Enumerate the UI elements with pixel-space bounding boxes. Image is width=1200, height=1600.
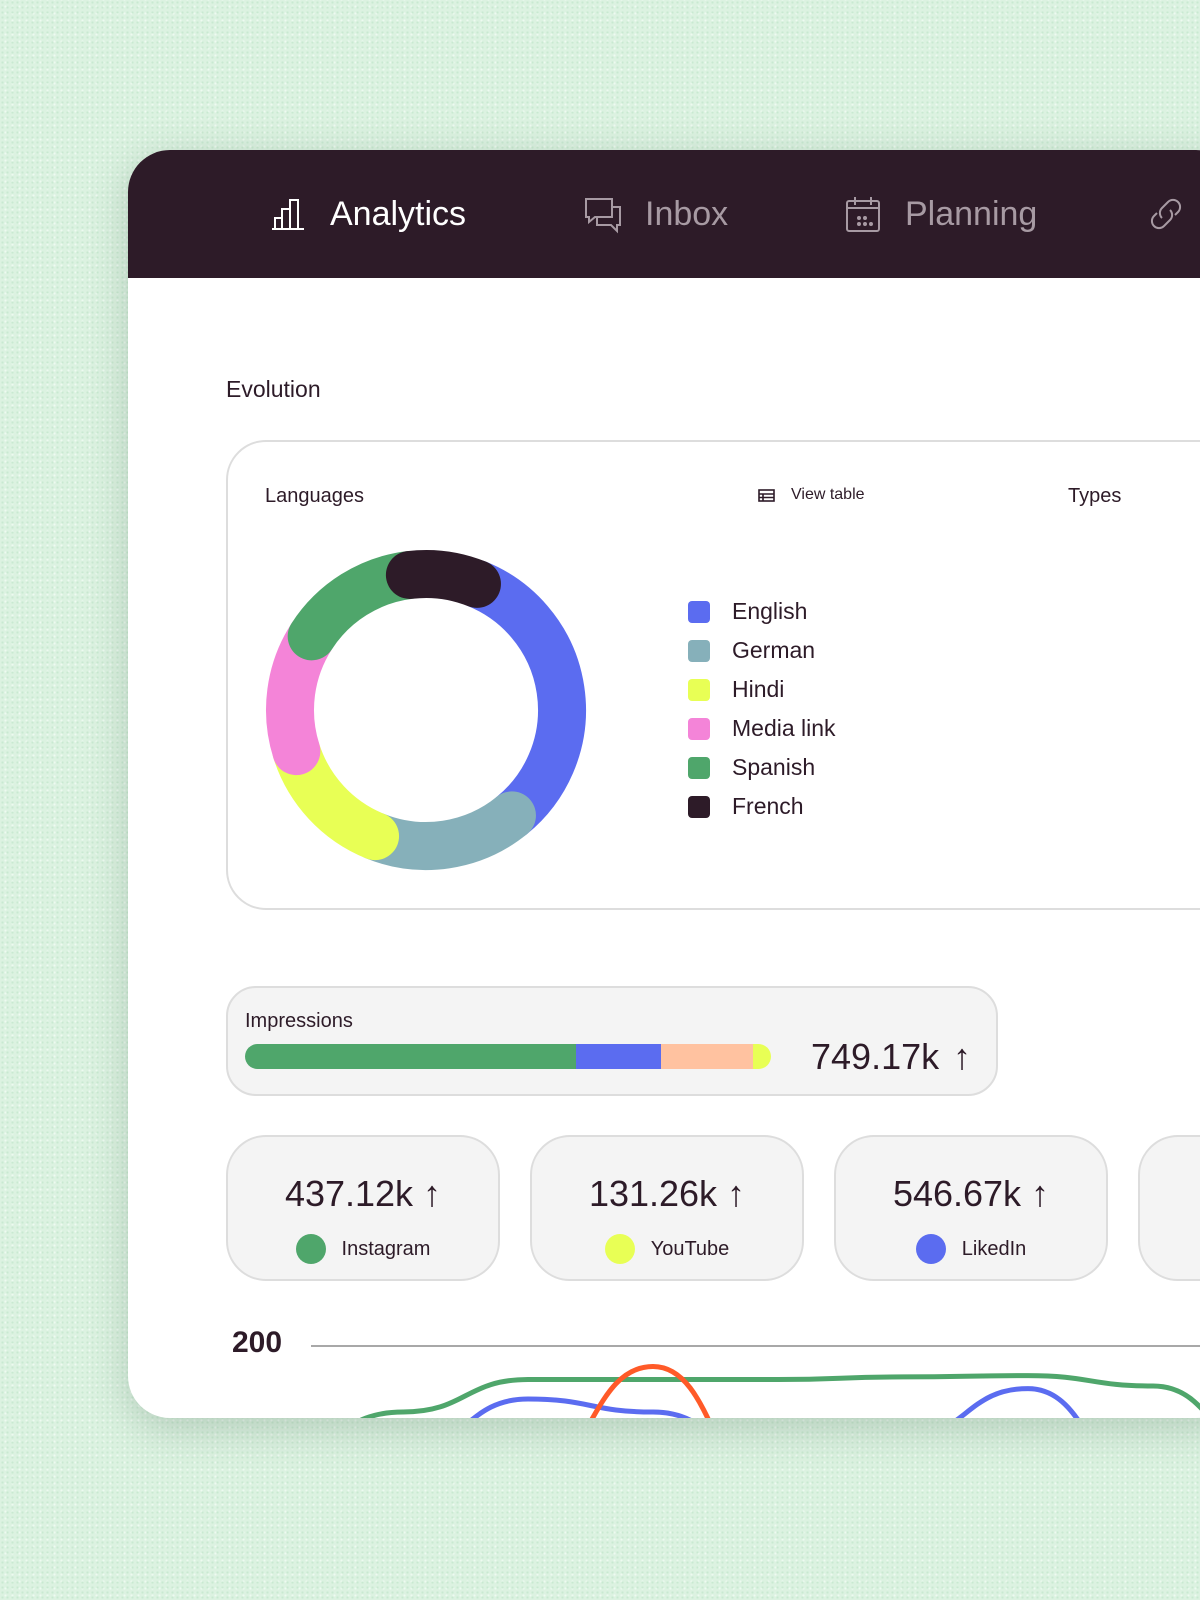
evolution-panel: Languages View table Types English German… — [226, 440, 1200, 910]
legend-label: German — [732, 637, 816, 663]
legend-swatch — [688, 795, 710, 818]
stat-source: LikedIn — [836, 1234, 1106, 1264]
section-title: Evolution — [226, 376, 321, 402]
link-icon — [1150, 198, 1182, 230]
legend-swatch — [688, 717, 710, 740]
impressions-total: 749.17k ↑ — [811, 1036, 971, 1078]
source-label: YouTube — [650, 1237, 730, 1260]
legend-label: French — [732, 793, 804, 819]
table-icon — [758, 488, 775, 502]
app-window: Analytics Inbox Planning Evolution Langu… — [128, 150, 1200, 1418]
chat-icon — [585, 198, 621, 234]
languages-title: Languages — [265, 485, 364, 507]
legend-item: Hindi — [688, 670, 836, 709]
trend-up-icon: ↑ — [953, 1036, 972, 1077]
tab-planning[interactable]: Planning — [843, 150, 1037, 278]
legend-label: Hindi — [732, 676, 785, 702]
stat-card — [1138, 1135, 1200, 1281]
legend-item: German — [688, 631, 836, 670]
calendar-icon — [846, 197, 880, 232]
stat-card: 131.26k ↑ YouTube — [530, 1135, 804, 1281]
tab-label: Inbox — [645, 194, 729, 233]
view-table-label: View table — [791, 486, 865, 503]
impressions-segment-other — [660, 1044, 753, 1069]
top-nav: Analytics Inbox Planning — [128, 150, 1200, 278]
trend-up-icon: ↑ — [423, 1173, 442, 1214]
impressions-bar — [245, 1044, 771, 1069]
stat-source: Instagram — [228, 1234, 498, 1264]
stat-value: 131.26k ↑ — [588, 1173, 746, 1214]
line-series-instagram — [359, 1373, 1200, 1418]
y-axis-label: 200 — [232, 1326, 283, 1359]
impressions-segment-linkedin — [576, 1044, 661, 1069]
legend-swatch — [688, 756, 710, 779]
bar-chart-icon — [272, 199, 304, 230]
impressions-value: 749.17k — [811, 1036, 940, 1077]
trend-up-icon: ↑ — [727, 1173, 746, 1214]
stat-value: 437.12k ↑ — [284, 1173, 442, 1214]
source-label: Instagram — [341, 1237, 431, 1260]
line-chart — [359, 1363, 1200, 1418]
legend-label: English — [732, 598, 808, 624]
donut-slice-english — [452, 559, 586, 840]
languages-legend: English German Hindi Media link Spanish Frenc… — [688, 592, 836, 826]
legend-item: Spanish — [688, 748, 836, 787]
tab-label: Planning — [905, 194, 1038, 233]
source-dot — [295, 1234, 326, 1264]
tab-inbox[interactable]: Inbox — [583, 150, 728, 278]
stat-card: 546.67k ↑ LikedIn — [834, 1135, 1108, 1281]
source-dot — [915, 1234, 946, 1264]
source-label: LikedIn — [961, 1237, 1027, 1260]
impressions-card: Impressions 749.17k ↑ — [226, 986, 998, 1096]
legend-label: Media link — [732, 715, 836, 741]
gridline — [311, 1345, 1200, 1347]
types-donut — [1028, 442, 1200, 908]
donut-slice-french — [385, 550, 501, 608]
tab-label: Analytics — [330, 194, 467, 233]
impressions-segment-instagram — [245, 1044, 577, 1069]
trend-up-icon: ↑ — [1031, 1173, 1050, 1214]
impressions-segment-youtube — [752, 1044, 771, 1069]
impressions-label: Impressions — [245, 1010, 353, 1032]
legend-item: Media link — [688, 709, 836, 748]
legend-swatch — [688, 639, 710, 662]
source-dot — [604, 1234, 635, 1264]
types-title: Types — [1068, 485, 1122, 507]
legend-swatch — [688, 678, 710, 701]
legend-item: English — [688, 592, 836, 631]
legend-label: Spanish — [732, 754, 816, 780]
stat-source: YouTube — [532, 1234, 802, 1264]
legend-swatch — [688, 600, 710, 623]
languages-donut — [266, 550, 586, 870]
tab-links[interactable] — [1146, 150, 1186, 278]
view-table-button[interactable]: View table — [758, 486, 865, 504]
tab-analytics[interactable]: Analytics — [268, 150, 466, 278]
stat-value: 546.67k ↑ — [892, 1173, 1050, 1214]
stat-card: 437.12k ↑ Instagram — [226, 1135, 500, 1281]
legend-item: French — [688, 787, 836, 826]
